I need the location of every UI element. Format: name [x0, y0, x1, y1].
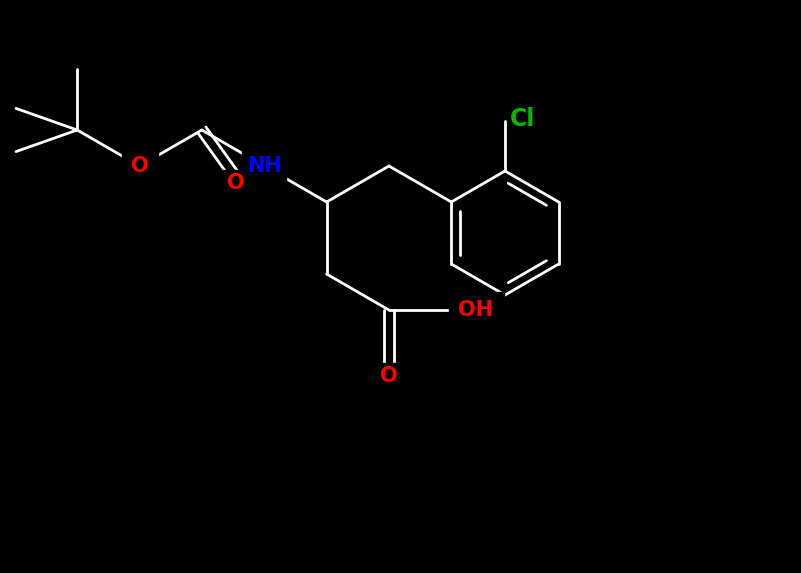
Bar: [242, 148, 286, 184]
Bar: [371, 363, 407, 393]
Text: NH: NH: [247, 156, 282, 176]
Text: O: O: [380, 366, 398, 386]
Bar: [122, 152, 158, 184]
Text: O: O: [227, 173, 245, 193]
Bar: [218, 170, 254, 200]
Bar: [449, 292, 504, 328]
Text: OH: OH: [458, 300, 493, 320]
Text: O: O: [131, 156, 148, 176]
Text: Cl: Cl: [510, 107, 536, 131]
